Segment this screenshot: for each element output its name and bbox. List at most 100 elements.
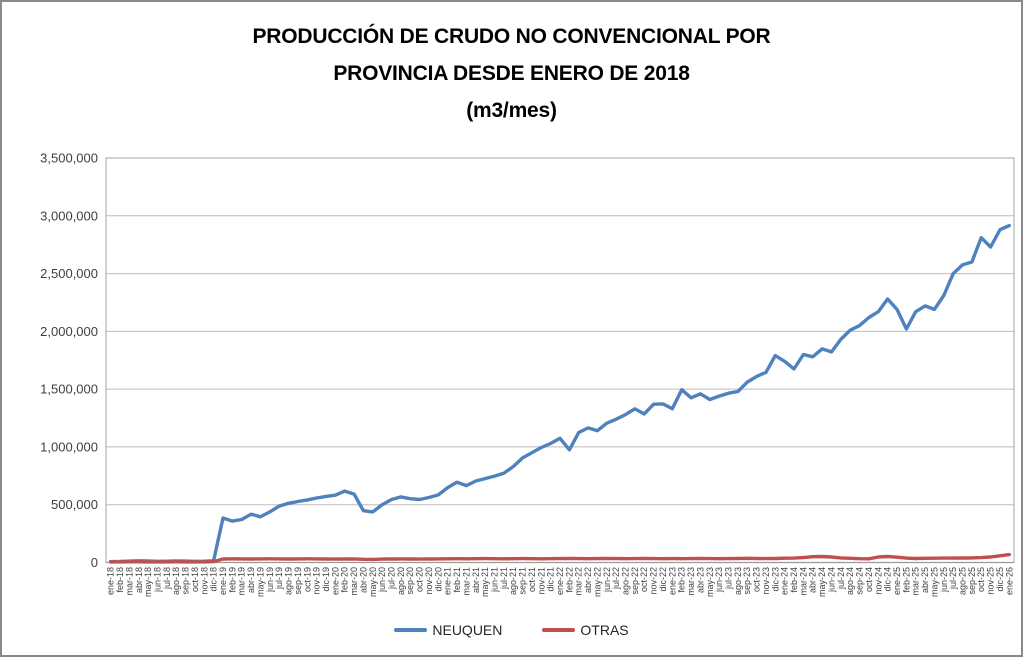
x-axis-tick-label: nov-23 (761, 567, 771, 595)
x-axis-tick-label: jul-23 (724, 567, 734, 590)
x-axis-tick-label: feb-25 (901, 567, 911, 593)
x-axis-tick-label: nov-18 (199, 567, 209, 595)
x-axis-tick-label: jul-18 (162, 567, 172, 590)
x-axis-tick-label: nov-24 (873, 567, 883, 595)
y-axis-tick-label: 3,500,000 (40, 151, 98, 166)
x-axis-tick-label: ene-26 (1004, 567, 1014, 595)
x-axis-tick-label: oct-22 (639, 567, 649, 592)
x-axis-tick-label: may-19 (256, 567, 266, 597)
x-axis-tick-label: ene-21 (443, 567, 453, 595)
x-axis-tick-label: ene-19 (218, 567, 228, 595)
x-axis-tick-label: sep-18 (181, 567, 191, 595)
x-axis-tick-label: nov-19 (312, 567, 322, 595)
x-axis-tick-label: ago-20 (396, 567, 406, 595)
x-axis-tick-label: dic-22 (658, 567, 668, 592)
x-axis-tick-label: may-18 (143, 567, 153, 597)
x-axis-tick-label: abr-23 (695, 567, 705, 593)
y-axis-tick-label: 0 (91, 555, 98, 570)
x-axis-tick-label: jun-20 (377, 567, 387, 593)
x-axis-tick-label: sep-23 (742, 567, 752, 595)
x-axis-tick-label: jun-21 (490, 567, 500, 593)
x-axis-tick-label: feb-23 (677, 567, 687, 593)
x-axis-tick-label: ago-24 (845, 567, 855, 595)
y-axis-tick-label: 2,000,000 (40, 324, 98, 339)
x-axis-tick-label: mar-19 (237, 567, 247, 596)
x-axis-tick-label: feb-20 (340, 567, 350, 593)
x-axis-tick-label: ago-19 (284, 567, 294, 595)
x-axis-tick-label: jul-22 (611, 567, 621, 590)
y-axis-tick-label: 1,000,000 (40, 439, 98, 454)
x-axis-tick-label: abr-21 (471, 567, 481, 593)
x-axis-tick-label: sep-24 (855, 567, 865, 595)
x-axis-tick-label: sep-19 (293, 567, 303, 595)
x-axis-tick-label: may-20 (368, 567, 378, 597)
x-axis-tick-label: ene-22 (555, 567, 565, 595)
y-axis-tick-label: 3,000,000 (40, 208, 98, 223)
chart-title: PRODUCCIÓN DE CRUDO NO CONVENCIONAL POR … (2, 18, 1021, 129)
x-axis-tick-label: nov-22 (649, 567, 659, 595)
plot-border (105, 157, 1015, 563)
x-axis-tick-label: mar-20 (349, 567, 359, 596)
x-axis-tick-label: jun-25 (939, 567, 949, 593)
x-axis-tick-label: ago-21 (508, 567, 518, 595)
x-axis-tick-label: jul-24 (836, 567, 846, 590)
x-axis-tick-label: ene-18 (106, 567, 116, 595)
x-axis-tick-label: dic-23 (770, 567, 780, 592)
x-axis-tick-label: sep-21 (518, 567, 528, 595)
x-axis-tick-label: dic-18 (209, 567, 219, 592)
x-axis-tick-label: ene-20 (330, 567, 340, 595)
x-axis-tick-label: dic-25 (995, 567, 1005, 592)
x-axis-tick-label: nov-25 (986, 567, 996, 595)
x-axis-tick-label: jul-19 (274, 567, 284, 590)
x-axis-tick-label: feb-21 (452, 567, 462, 593)
legend: NEUQUEN OTRAS (2, 616, 1021, 644)
x-axis-tick-label: oct-18 (190, 567, 200, 592)
x-axis-tick-label: abr-20 (358, 567, 368, 593)
x-axis-tick-label: mar-21 (461, 567, 471, 596)
x-axis-tick-label: oct-25 (976, 567, 986, 592)
x-axis-tick-label: oct-24 (864, 567, 874, 592)
y-axis-tick-label: 500,000 (51, 497, 98, 512)
x-axis-tick-label: jun-18 (153, 567, 163, 593)
x-axis-tick-label: abr-22 (583, 567, 593, 593)
x-axis-tick-label: jun-23 (714, 567, 724, 593)
x-axis-tick-label: jun-19 (265, 567, 275, 593)
x-axis-tick-label: nov-21 (536, 567, 546, 595)
y-axis-tick-label: 2,500,000 (40, 266, 98, 281)
x-axis-tick-label: sep-20 (405, 567, 415, 595)
x-axis-tick-label: sep-25 (967, 567, 977, 595)
x-axis-tick-label: abr-18 (134, 567, 144, 593)
x-axis-tick-label: ago-18 (171, 567, 181, 595)
x-axis-tick-label: mar-24 (798, 567, 808, 596)
chart-title-line-2: PROVINCIA DESDE ENERO DE 2018 (333, 62, 690, 85)
x-axis-tick-label: feb-18 (115, 567, 125, 593)
x-axis-tick-label: may-25 (929, 567, 939, 597)
x-axis-tick-label: jul-25 (948, 567, 958, 590)
x-axis-tick-label: ago-22 (621, 567, 631, 595)
x-axis-tick-label: feb-24 (789, 567, 799, 593)
x-axis-tick-label: ene-25 (892, 567, 902, 595)
x-axis-tick-label: feb-22 (564, 567, 574, 593)
x-axis-tick-label: may-22 (592, 567, 602, 597)
x-axis-tick-label: ene-24 (780, 567, 790, 595)
x-axis-tick-label: mar-18 (124, 567, 134, 596)
neuquen-line-swatch (394, 628, 428, 632)
otras-line-swatch (542, 628, 576, 632)
x-axis-tick-label: jul-21 (499, 567, 509, 590)
x-axis-tick-label: may-23 (705, 567, 715, 597)
x-axis-tick-label: oct-23 (752, 567, 762, 592)
x-axis-tick-label: oct-21 (527, 567, 537, 592)
legend-item-otras: OTRAS (542, 622, 629, 638)
x-axis-tick-label: mar-23 (686, 567, 696, 596)
x-axis-tick-label: ene-23 (667, 567, 677, 595)
x-axis-tick-label: may-21 (480, 567, 490, 597)
x-axis-tick-label: oct-19 (302, 567, 312, 592)
x-axis-tick-label: oct-20 (415, 567, 425, 592)
legend-label-neuquen: NEUQUEN (432, 622, 503, 638)
x-axis-tick-label: mar-22 (574, 567, 584, 596)
x-axis-tick-label: ago-25 (958, 567, 968, 595)
x-axis-tick-label: jul-20 (387, 567, 397, 590)
x-axis-tick-label: ago-23 (733, 567, 743, 595)
x-axis-tick-label: dic-24 (883, 567, 893, 592)
